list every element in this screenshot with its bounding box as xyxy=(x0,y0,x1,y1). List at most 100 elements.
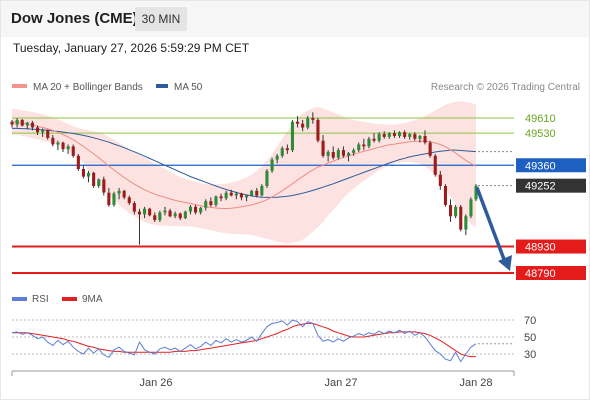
ma9-legend-swatch xyxy=(62,297,77,301)
candle-body xyxy=(443,186,447,205)
ma50-legend-swatch xyxy=(156,84,168,88)
candle-body xyxy=(163,210,167,213)
time-tick-label: Jan 28 xyxy=(459,377,492,389)
rsi-line xyxy=(11,319,477,363)
candle-body xyxy=(199,207,203,213)
rsi-plot: 70 50 30 xyxy=(11,315,536,363)
candle-body xyxy=(398,132,402,136)
candle-body xyxy=(56,142,60,145)
candle-body xyxy=(20,119,24,126)
candle-body xyxy=(46,130,50,138)
candle-body xyxy=(459,206,463,230)
candle-body xyxy=(352,150,356,153)
candle-body xyxy=(127,197,131,204)
candle-body xyxy=(250,190,254,196)
candle-body xyxy=(285,148,289,151)
rsi-legend-swatch xyxy=(12,297,27,301)
time-tick-label: Jan 26 xyxy=(139,377,172,389)
ma50-line xyxy=(12,127,477,198)
candle-body xyxy=(326,152,330,156)
candle-body xyxy=(382,134,386,137)
timeframe-badge[interactable]: 30 MIN xyxy=(135,7,187,31)
candle-body xyxy=(408,134,412,137)
candle-body xyxy=(372,138,376,141)
candle-body xyxy=(97,179,101,186)
candle-body xyxy=(260,186,264,196)
price-plot xyxy=(10,101,514,274)
candle-body xyxy=(367,138,371,147)
candle-body xyxy=(158,212,162,221)
candle-body xyxy=(311,118,315,120)
candle-body xyxy=(229,192,233,196)
candle-body xyxy=(392,133,396,136)
candle-body xyxy=(321,140,325,156)
candle-body xyxy=(25,122,29,126)
candle-body xyxy=(194,206,198,213)
candle-body xyxy=(454,206,458,217)
candle-body xyxy=(112,193,116,205)
rsi-legend-label: RSI xyxy=(32,294,49,305)
candle-body xyxy=(143,208,147,215)
candle-body xyxy=(347,153,351,156)
candle-body xyxy=(10,121,14,125)
level-tag-48930 xyxy=(516,239,586,254)
candle-body xyxy=(255,190,259,196)
level-label-49530: 49530 xyxy=(525,128,556,140)
timestamp: Tuesday, January 27, 2026 5:59:29 PM CET xyxy=(13,41,250,55)
bollinger-band-fill xyxy=(12,101,476,244)
candle-body xyxy=(137,211,141,215)
candle-body xyxy=(148,208,152,216)
candle-body xyxy=(403,132,407,137)
level-label-48790: 48790 xyxy=(525,268,556,280)
ma20-line xyxy=(11,121,477,210)
candle-body xyxy=(306,118,310,128)
candle-body xyxy=(316,119,320,141)
candle-body xyxy=(71,146,75,156)
candle-body xyxy=(36,127,40,133)
candle-body xyxy=(224,192,228,199)
candle-body xyxy=(464,216,468,230)
candle-body xyxy=(87,172,91,177)
candle-body xyxy=(209,201,213,205)
ma20-legend-swatch xyxy=(12,84,27,88)
rsi-tick-label: 50 xyxy=(524,332,536,344)
candle-body xyxy=(51,137,55,145)
candle-body xyxy=(122,190,126,198)
candle-body xyxy=(301,123,305,128)
level-label-49360: 49360 xyxy=(525,160,556,172)
projection-arrow-shaft xyxy=(475,187,507,263)
candle-body xyxy=(107,192,111,205)
candle-body xyxy=(290,121,294,151)
candle-body xyxy=(331,152,335,158)
candle-body xyxy=(214,196,218,205)
level-tag-49360 xyxy=(516,158,586,173)
ma20-legend-label: MA 20 + Bollinger Bands xyxy=(33,82,143,93)
candle-body xyxy=(433,155,437,175)
header-bar: Dow Jones (CME) 30 MIN xyxy=(0,0,590,37)
projection-arrow-head xyxy=(498,255,512,271)
candle-body xyxy=(81,169,85,177)
candle-body xyxy=(469,199,473,217)
candle-body xyxy=(15,119,19,125)
instrument-title: Dow Jones (CME) xyxy=(11,10,138,27)
candle-body xyxy=(362,144,366,147)
credit-label: Research © 2026 Trading Central xyxy=(431,82,580,93)
level-tag-49252 xyxy=(516,178,586,193)
candle-body xyxy=(275,155,279,160)
candle-body xyxy=(183,211,187,219)
candle-body xyxy=(117,190,121,194)
candle-body xyxy=(438,174,442,186)
candle-body xyxy=(168,210,172,217)
candle-body xyxy=(30,122,34,128)
candle-body xyxy=(61,142,65,150)
level-label-49610: 49610 xyxy=(525,113,556,125)
candle-body xyxy=(428,142,432,156)
candle-body xyxy=(102,179,106,193)
candle-body xyxy=(234,193,238,196)
candle-body xyxy=(76,155,80,169)
candle-body xyxy=(449,205,453,217)
ma50-legend-label: MA 50 xyxy=(174,82,203,93)
rsi-ma9-line xyxy=(12,322,476,358)
candle-body xyxy=(423,136,427,143)
